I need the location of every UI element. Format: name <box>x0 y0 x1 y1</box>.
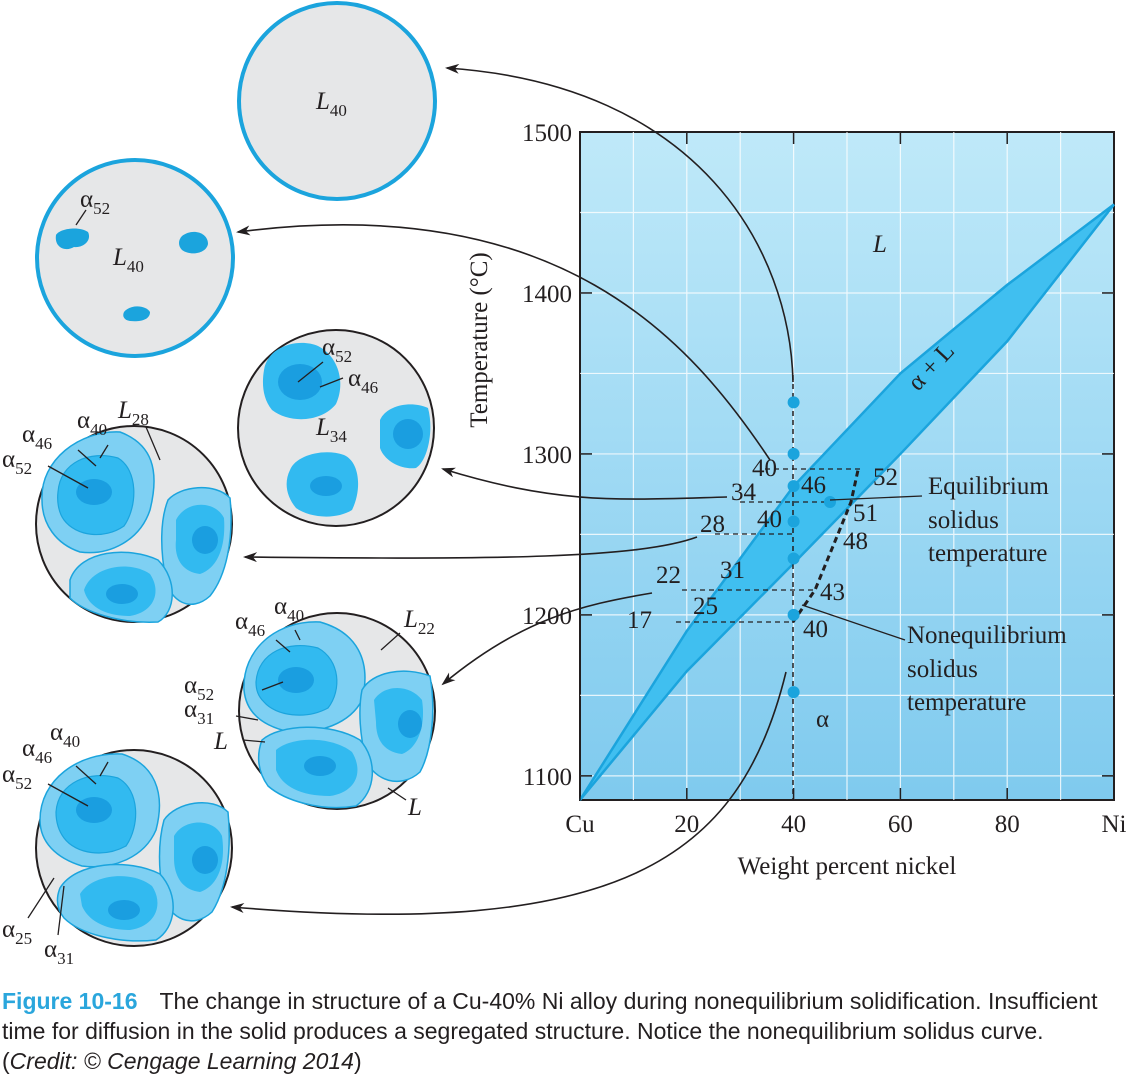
cooling-point <box>787 608 800 621</box>
tie-label-52: 52 <box>873 464 898 491</box>
arrow-to-m2 <box>236 223 771 461</box>
micrograph-first-solid: α52 L40 <box>35 158 235 358</box>
arrows <box>230 63 794 916</box>
svg-text:α40: α40 <box>77 407 107 439</box>
tie-label-40a: 40 <box>752 455 777 482</box>
region-solid-label: α <box>816 706 829 733</box>
two-phase-region <box>578 203 1115 801</box>
x-tick-label: 20 <box>674 811 699 838</box>
svg-text:α46: α46 <box>235 608 265 640</box>
tie-label-34: 34 <box>731 479 757 506</box>
arrow-to-m5 <box>441 592 653 686</box>
tie-label-31: 31 <box>720 557 745 584</box>
svg-text:L22: L22 <box>403 606 435 638</box>
svg-text:α46: α46 <box>22 735 52 767</box>
svg-text:Equilibrium: Equilibrium <box>928 473 1049 500</box>
x-tick-labels: Cu 20 40 60 80 Ni <box>565 811 1126 838</box>
cooling-points <box>787 396 800 699</box>
figure-number: Figure 10-16 <box>2 988 138 1014</box>
arrow-to-m4 <box>243 536 698 563</box>
cooling-point <box>787 480 800 493</box>
caption-text: The change in structure of a Cu-40% Ni a… <box>2 988 1098 1074</box>
micrograph-liquid-40: L40 <box>237 1 437 201</box>
nonequilibrium-leader <box>801 604 906 641</box>
svg-text:L28: L28 <box>117 397 149 429</box>
svg-text:α31: α31 <box>44 936 74 968</box>
x-tick-label: Cu <box>565 811 595 838</box>
svg-text:α52: α52 <box>322 334 352 366</box>
tie-label-17: 17 <box>627 607 652 634</box>
tie-label-43: 43 <box>820 579 845 606</box>
y-tick-label: 1300 <box>522 442 572 469</box>
svg-text:α52: α52 <box>184 672 214 704</box>
svg-text:α46: α46 <box>348 365 378 397</box>
x-axis-label: Weight percent nickel <box>738 853 957 880</box>
tie-label-28: 28 <box>700 511 725 538</box>
svg-text:solidus: solidus <box>928 507 999 534</box>
x-tick-label: 40 <box>781 811 806 838</box>
tie-label-51: 51 <box>853 500 878 527</box>
svg-text:temperature: temperature <box>907 689 1026 716</box>
y-axis-label: Temperature (°C) <box>466 252 493 428</box>
micrograph-final-cored: α40 α46 α52 α25 α31 <box>2 719 233 968</box>
equilibrium-annotation: Equilibrium solidus temperature <box>928 473 1049 567</box>
y-tick-label: 1500 <box>522 120 572 147</box>
y-tick-label: 1200 <box>522 603 572 630</box>
cooling-point <box>787 396 800 409</box>
y-tick-labels: 1100 1200 1300 1400 1500 <box>522 120 572 791</box>
phase-diagram-figure: 1100 1200 1300 1400 1500 Cu 20 40 60 80 Ni Temper… <box>2 1 1127 968</box>
svg-text:α40: α40 <box>274 593 304 625</box>
svg-text:α52: α52 <box>2 446 32 478</box>
nonequilibrium-solidus-curve <box>791 469 860 623</box>
tie-lines <box>676 468 862 623</box>
caption-close: ) <box>353 1048 362 1074</box>
cooling-point <box>787 515 800 528</box>
svg-text:α46: α46 <box>22 421 52 453</box>
equilibrium-leader <box>829 495 923 501</box>
svg-text:L: L <box>213 728 228 755</box>
tie-label-22: 22 <box>656 562 681 589</box>
svg-text:α25: α25 <box>2 916 32 948</box>
micrograph-partial-solid: α52 α46 L34 <box>237 329 435 527</box>
svg-text:L: L <box>407 794 422 821</box>
arrow-to-m3 <box>441 467 728 500</box>
svg-text:α31: α31 <box>184 696 214 728</box>
x-tick-label: Ni <box>1102 811 1127 838</box>
nonequilibrium-annotation: Nonequilibrium solidus temperature <box>907 622 1067 716</box>
svg-text:L40: L40 <box>315 88 347 120</box>
x-tick-label: 60 <box>888 811 913 838</box>
cooling-point <box>787 552 800 565</box>
svg-text:α52: α52 <box>2 761 32 793</box>
cooling-point <box>787 686 800 699</box>
svg-text:L34: L34 <box>315 414 347 446</box>
tie-label-40c: 40 <box>803 616 828 643</box>
arrow-to-m6 <box>230 671 787 916</box>
tie-label-40b: 40 <box>757 506 782 533</box>
svg-text:L40: L40 <box>112 244 144 276</box>
svg-text:temperature: temperature <box>928 540 1047 567</box>
svg-text:α52: α52 <box>80 186 110 218</box>
cooling-point <box>787 447 800 460</box>
equilibrium-point <box>824 496 836 508</box>
tie-line-labels: 40 52 34 46 51 28 40 48 22 31 43 25 17 4… <box>627 455 898 643</box>
svg-text:Nonequilibrium: Nonequilibrium <box>907 622 1067 649</box>
micrograph-cored-1235: α40 L28 α46 α52 <box>2 397 233 623</box>
caption-credit: Credit: © Cengage Learning 2014 <box>9 1048 354 1074</box>
phase-diagram: 1100 1200 1300 1400 1500 Cu 20 40 60 80 Ni Temper… <box>466 120 1127 880</box>
region-liquid-label: L <box>872 231 887 258</box>
tie-label-46: 46 <box>801 472 826 499</box>
tie-label-48: 48 <box>843 528 868 555</box>
x-tick-label: 80 <box>995 811 1020 838</box>
tie-label-25: 25 <box>693 593 718 620</box>
micrograph-cored-1200: α40 α46 L22 α52 α31 L L <box>184 593 436 821</box>
svg-text:α40: α40 <box>50 719 80 751</box>
figure-caption: Figure 10-16 The change in structure of a… <box>2 986 1122 1076</box>
y-tick-label: 1100 <box>523 764 572 791</box>
y-tick-label: 1400 <box>522 281 572 308</box>
arrow-to-m1 <box>445 63 794 383</box>
svg-text:solidus: solidus <box>907 656 978 683</box>
